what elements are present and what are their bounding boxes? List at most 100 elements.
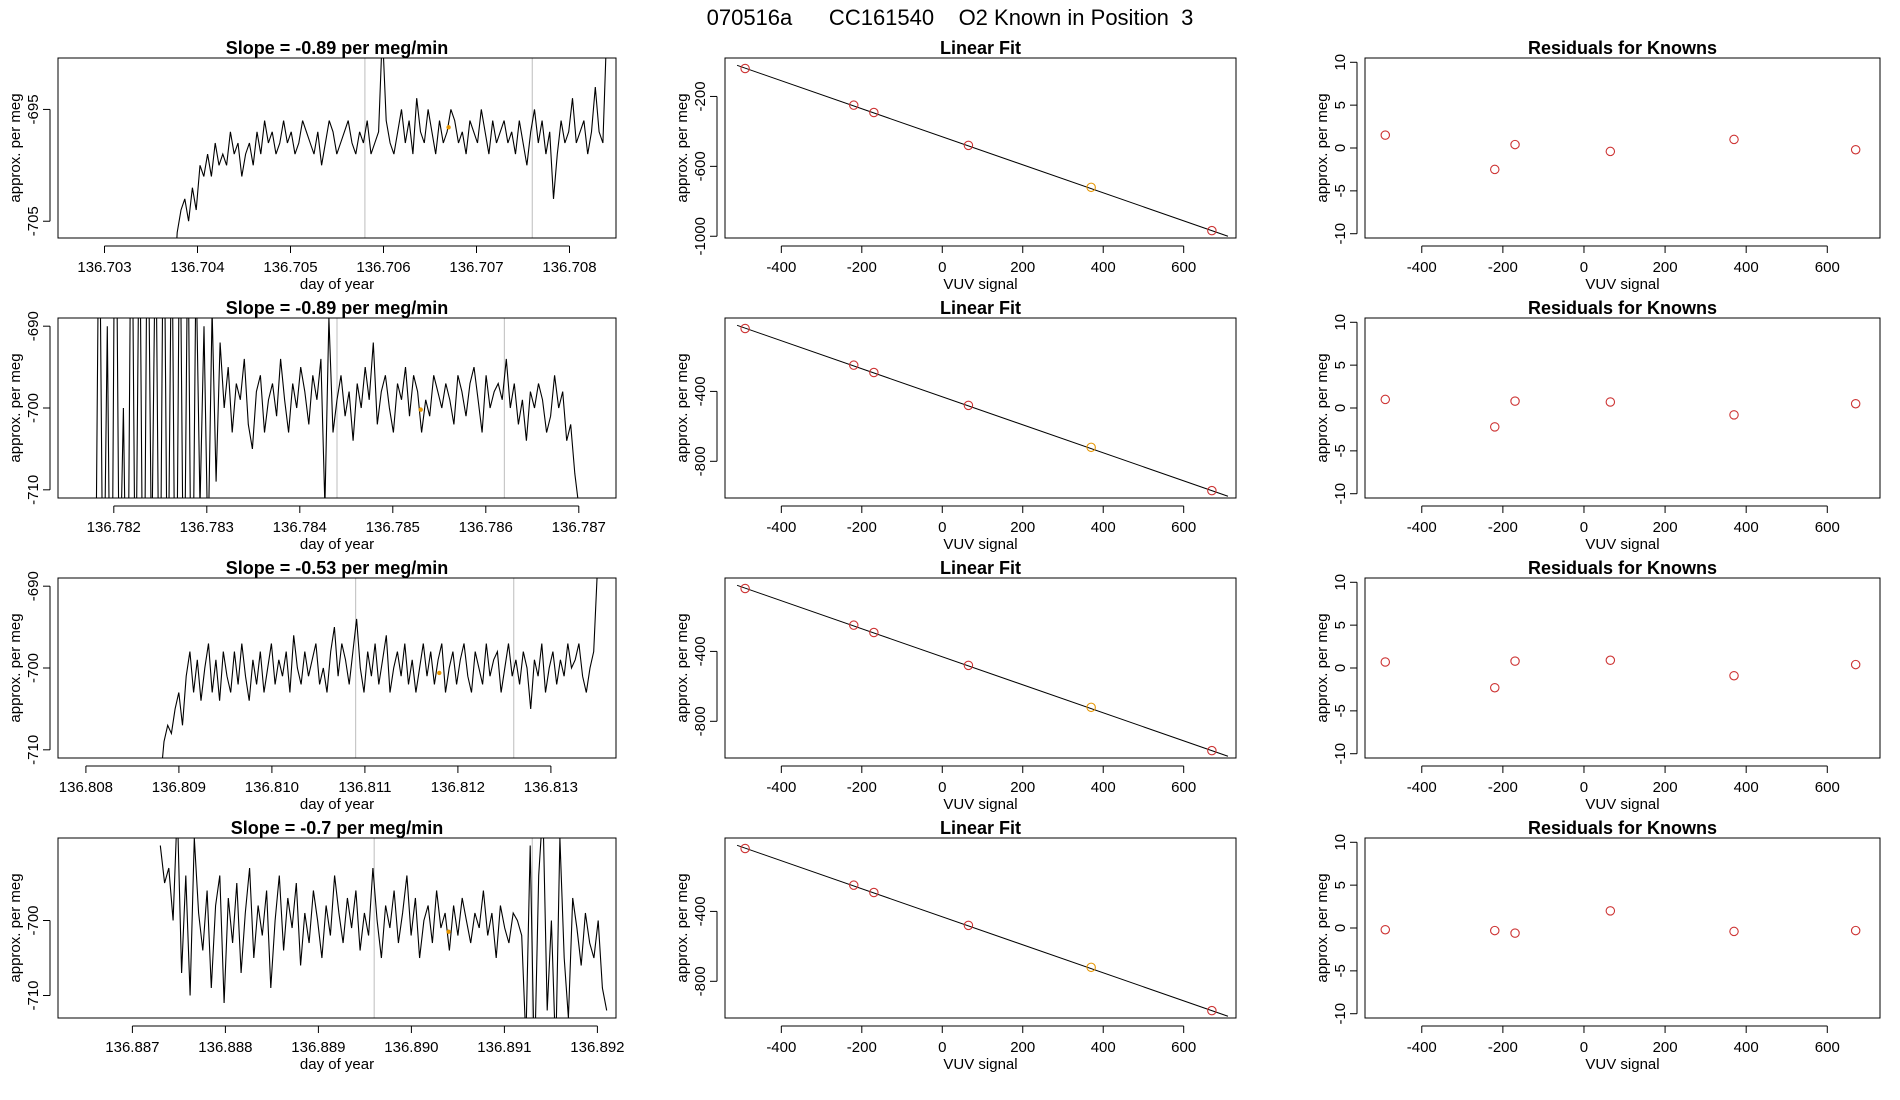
plot-frame: [57, 837, 617, 1019]
x-tick-label: 0: [938, 779, 946, 796]
x-axis-label: VUV signal: [1585, 1056, 1659, 1073]
panel-row4-fit: Linear Fit -400 -200 0 200 400 600 VUV signal -4…: [674, 818, 1237, 1073]
y-axis-label: approx. per meg: [1314, 93, 1331, 202]
x-tick-label: 136.810: [245, 779, 299, 796]
y-axis-label: approx. per meg: [7, 613, 24, 722]
data-point: [1605, 655, 1616, 666]
x-tick-label: 136.782: [87, 519, 141, 536]
figure-title: 070516a CC161540 O2 Known in Position 3: [707, 5, 1194, 30]
x-tick-label: 136.891: [477, 1039, 531, 1056]
y-tick-label: -400: [692, 896, 709, 926]
y-tick-label: -700: [25, 905, 42, 935]
data-point: [869, 627, 879, 638]
x-tick-label: -200: [1488, 779, 1518, 796]
data-point: [1729, 670, 1739, 681]
x-tick-label: 200: [1010, 519, 1035, 536]
x-tick-label: -400: [1407, 259, 1437, 276]
data-point: [1380, 657, 1391, 667]
plot-frame: [1364, 837, 1881, 1019]
x-tick-label: 136.889: [291, 1039, 345, 1056]
panel-title: Linear Fit: [940, 298, 1021, 318]
x-tick-label: 200: [1653, 519, 1678, 536]
x-tick-label: 400: [1734, 519, 1759, 536]
x-tick-label: -400: [1407, 1039, 1437, 1056]
y-tick-label: -5: [1332, 184, 1349, 197]
data-point: [869, 107, 879, 118]
x-tick-label: -400: [766, 1039, 796, 1056]
data-point: [1605, 906, 1616, 916]
x-tick-label: 0: [1580, 259, 1588, 276]
x-tick-label: 400: [1734, 779, 1759, 796]
y-axis-label: approx. per meg: [7, 93, 24, 202]
data-point: [1510, 656, 1520, 666]
panel-row4-residuals: Residuals for Knowns -400 -200 0 200 400 600 VU…: [1314, 818, 1881, 1073]
x-tick-label: 136.706: [356, 259, 410, 276]
data-point: [1490, 164, 1500, 175]
x-tick-label: -200: [847, 259, 877, 276]
data-point: [1207, 485, 1217, 496]
y-tick-label: -400: [692, 376, 709, 406]
y-tick-label: -800: [692, 706, 709, 736]
x-tick-label: 136.787: [552, 519, 606, 536]
panel-title: Linear Fit: [940, 38, 1021, 58]
x-tick-label: 0: [1580, 519, 1588, 536]
x-tick-label: 136.811: [338, 779, 391, 796]
data-point: [849, 100, 859, 110]
x-tick-label: -200: [1488, 259, 1518, 276]
x-tick-label: 136.888: [198, 1039, 252, 1056]
panel-row1-fit: Linear Fit -400 -200 0 200 400 600 VUV signal -2…: [674, 38, 1237, 293]
y-tick-label: -690: [25, 311, 42, 341]
data-point: [1207, 225, 1217, 236]
data-point: [1510, 396, 1520, 406]
x-axis-label: day of year: [300, 796, 374, 813]
x-tick-label: -400: [766, 519, 796, 536]
x-tick-label: 600: [1171, 519, 1196, 536]
panel-title: Residuals for Knowns: [1528, 818, 1717, 838]
y-tick-label: -695: [25, 94, 42, 124]
panel-title: Slope = -0.7 per meg/min: [231, 818, 444, 838]
x-tick-label: 600: [1815, 779, 1840, 796]
x-tick-label: -400: [766, 779, 796, 796]
x-tick-label: 600: [1815, 519, 1840, 536]
x-tick-label: 0: [1580, 779, 1588, 796]
plot-frame: [724, 317, 1237, 499]
data-point: [1510, 139, 1520, 150]
y-tick-label: -5: [1332, 444, 1349, 457]
data-point: [869, 887, 879, 898]
x-tick-label: 136.707: [449, 259, 503, 276]
fit-line: [736, 64, 1229, 237]
x-tick-label: 136.812: [431, 779, 485, 796]
panel-title: Slope = -0.53 per meg/min: [226, 558, 449, 578]
panel-row4-timeseries: Slope = -0.7 per meg/min 136.887 136.888 13…: [7, 818, 625, 1073]
y-tick-label: 5: [1332, 621, 1349, 629]
panel-row3-fit: Linear Fit -400 -200 0 200 400 600 VUV signal -4…: [674, 558, 1237, 813]
x-tick-label: 136.705: [263, 259, 317, 276]
y-axis-label: approx. per meg: [674, 613, 691, 722]
y-tick-label: 0: [1332, 664, 1349, 672]
y-tick-label: 0: [1332, 924, 1349, 932]
data-point: [1490, 422, 1500, 432]
panel-row3-timeseries: Slope = -0.53 per meg/min 136.808 136.809 1…: [7, 558, 617, 813]
x-tick-label: 600: [1171, 259, 1196, 276]
x-tick-label: 400: [1091, 1039, 1116, 1056]
data-point: [1490, 925, 1500, 936]
x-tick-label: -400: [1407, 519, 1437, 536]
plot-frame: [1364, 57, 1881, 239]
x-axis-label: VUV signal: [1585, 796, 1659, 813]
x-axis-label: VUV signal: [1585, 536, 1659, 553]
y-tick-label: -200: [692, 81, 709, 111]
x-axis-label: day of year: [300, 276, 374, 293]
x-tick-label: 400: [1091, 259, 1116, 276]
x-tick-label: 200: [1010, 259, 1035, 276]
data-series-line: [159, 838, 608, 1018]
data-point: [1850, 398, 1861, 409]
plot-frame: [57, 57, 617, 239]
y-tick-label: -10: [1332, 223, 1349, 245]
data-series-line: [95, 318, 579, 498]
panel-row3-residuals: Residuals for Knowns -400 -200 0 200 400 600 VU…: [1314, 558, 1881, 813]
plot-frame: [57, 577, 617, 759]
data-point: [869, 367, 879, 378]
x-tick-label: 136.784: [273, 519, 327, 536]
x-tick-label: 136.704: [170, 259, 224, 276]
x-tick-label: 0: [1580, 1039, 1588, 1056]
